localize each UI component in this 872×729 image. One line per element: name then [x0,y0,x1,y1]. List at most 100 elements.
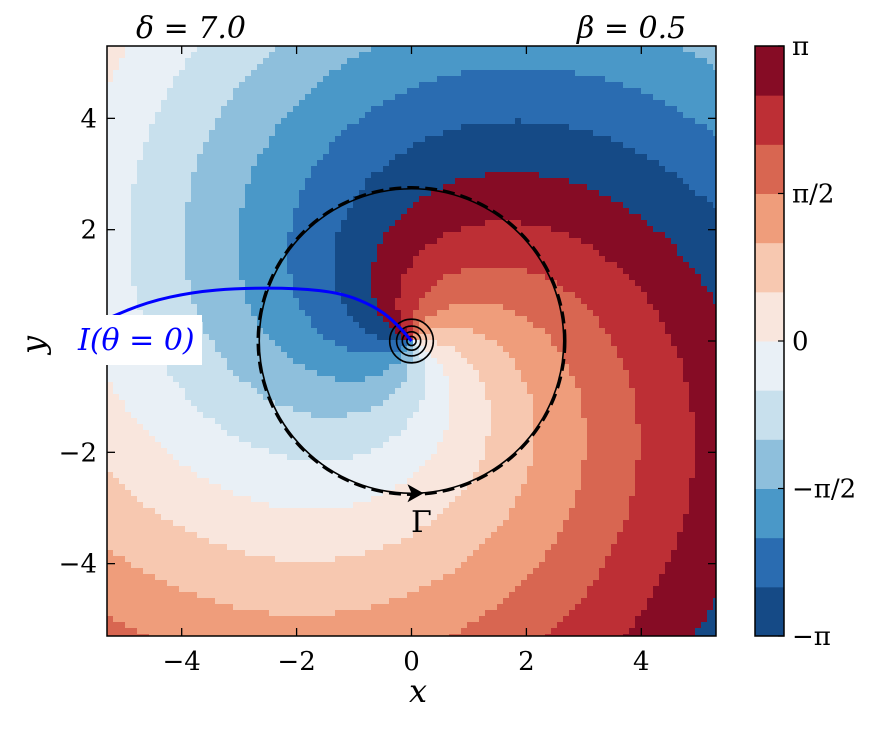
field-cell [707,322,714,329]
field-cell [503,82,510,89]
field-cell [191,106,198,113]
field-cell [497,76,504,83]
field-cell [251,262,258,269]
field-cell [215,298,222,305]
field-cell [425,166,432,173]
field-cell [377,166,384,173]
field-cell [269,142,276,149]
field-cell [641,268,648,275]
field-cell [335,190,342,197]
field-cell [563,130,570,137]
field-cell [461,292,468,299]
field-cell [695,148,702,155]
field-cell [455,286,462,293]
field-cell [701,178,708,185]
field-cell [233,244,240,251]
field-cell [503,334,510,341]
field-cell [137,310,144,317]
field-cell [563,232,570,239]
field-cell [437,310,444,317]
field-cell [413,52,420,59]
field-cell [419,322,426,329]
field-cell [323,58,330,65]
field-cell [467,220,474,227]
field-cell [707,112,714,119]
field-cell [419,58,426,65]
field-cell [467,178,474,185]
field-cell [509,226,516,233]
field-cell [593,142,600,149]
field-cell [551,148,558,155]
field-cell [707,124,714,131]
field-cell [107,142,114,149]
field-cell [707,94,714,101]
field-cell [437,208,444,215]
field-cell [461,58,468,65]
field-cell [365,262,372,269]
field-cell [149,250,156,257]
field-cell [347,256,354,263]
field-cell [485,202,492,209]
field-cell [437,148,444,155]
field-cell [695,136,702,143]
field-cell [569,94,576,101]
field-cell [305,178,312,185]
field-cell [695,94,702,101]
field-cell [257,160,264,167]
field-cell [617,94,624,101]
field-cell [131,184,138,191]
field-cell [173,100,180,107]
field-cell [251,280,258,287]
field-cell [137,148,144,155]
field-cell [383,280,390,287]
field-cell [167,268,174,275]
field-cell [557,286,564,293]
field-cell [635,46,642,53]
field-cell [707,208,714,215]
field-cell [179,256,186,263]
field-cell [401,64,408,71]
field-cell [263,94,270,101]
field-cell [443,130,450,137]
field-cell [323,112,330,119]
field-cell [635,328,642,335]
field-cell [317,184,324,191]
field-cell [461,130,468,137]
field-cell [251,160,258,167]
field-cell [311,262,318,269]
field-cell [449,328,456,335]
field-cell [359,64,366,71]
field-cell [227,322,234,329]
field-cell [269,46,276,53]
field-cell [545,130,552,137]
field-cell [665,334,672,341]
field-cell [491,322,498,329]
field-cell [209,76,216,83]
field-cell [611,256,618,263]
field-cell [143,238,150,245]
field-cell [161,100,168,107]
field-cell [659,292,666,299]
field-cell [347,292,354,299]
field-cell [671,334,678,341]
field-cell [347,262,354,269]
field-cell [611,106,618,113]
field-cell [491,310,498,317]
field-cell [341,262,348,269]
field-cell [443,202,450,209]
field-cell [143,166,150,173]
field-cell [557,166,564,173]
field-cell [431,214,438,221]
field-cell [269,136,276,143]
field-cell [215,142,222,149]
field-cell [497,310,504,317]
field-cell [629,136,636,143]
field-cell [533,334,540,341]
field-cell [641,94,648,101]
field-cell [641,238,648,245]
field-cell [647,202,654,209]
field-cell [665,256,672,263]
field-cell [149,76,156,83]
field-cell [107,124,114,131]
field-cell [401,310,408,317]
